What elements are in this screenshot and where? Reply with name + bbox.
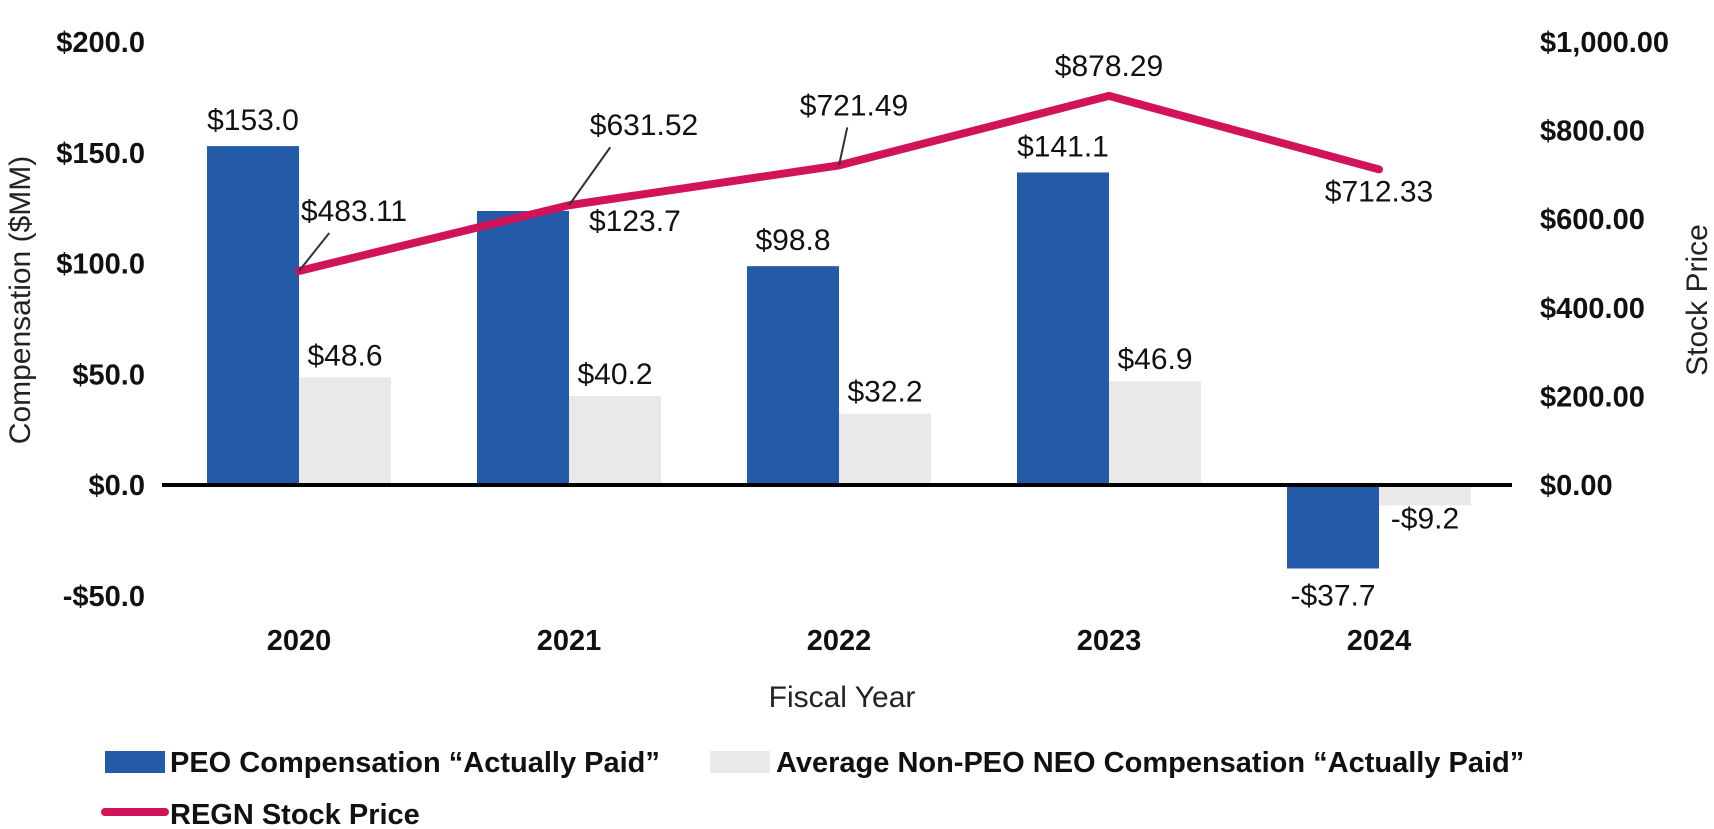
- left-axis-tick-label: $100.0: [56, 249, 145, 281]
- peo-compensation-bar: [1017, 172, 1109, 485]
- stock-label-leader-line: [568, 146, 612, 206]
- neo-data-label: $40.2: [577, 358, 652, 391]
- stock-price-data-label: $483.11: [301, 195, 407, 228]
- peo-data-label: $141.1: [1017, 130, 1109, 163]
- right-axis-title: Stock Price: [1681, 224, 1714, 376]
- legend-label-neo: Average Non-PEO NEO Compensation “Actual…: [776, 747, 1524, 779]
- peo-compensation-bar: [1287, 485, 1379, 569]
- peo-data-label: $123.7: [589, 205, 681, 238]
- legend-swatch-neo: [710, 751, 770, 773]
- peo-compensation-bar: [207, 146, 299, 486]
- peo-data-label: -$37.7: [1290, 580, 1375, 613]
- right-axis-tick-label: $0.00: [1540, 470, 1613, 502]
- stock-label-leader-line: [298, 232, 331, 272]
- left-axis-tick-label: $150.0: [56, 138, 145, 170]
- peo-compensation-bar: [477, 211, 569, 485]
- right-axis-tick-label: $200.00: [1540, 381, 1645, 413]
- neo-data-label: -$9.2: [1391, 502, 1459, 535]
- right-axis-tick-label: $600.00: [1540, 204, 1645, 236]
- legend-label-stock: REGN Stock Price: [170, 799, 420, 829]
- neo-data-label: $48.6: [307, 339, 382, 372]
- neo-data-label: $32.2: [847, 376, 922, 409]
- stock-price-data-label: $878.29: [1055, 50, 1163, 83]
- stock-label-leader-line: [838, 127, 849, 166]
- left-axis-tick-label: $0.0: [89, 470, 145, 502]
- peo-data-label: $98.8: [755, 224, 830, 257]
- peo-compensation-bar: [747, 266, 839, 485]
- left-axis-tick-label: $200.0: [56, 27, 145, 59]
- neo-compensation-bar: [839, 413, 931, 485]
- x-axis-tick-label: 2021: [537, 625, 602, 657]
- stock-price-data-label: $712.33: [1325, 175, 1433, 208]
- neo-compensation-bar: [569, 395, 661, 485]
- left-axis-title: Compensation ($MM): [4, 156, 37, 444]
- legend-swatch-peo: [105, 751, 165, 773]
- right-axis-tick-label: $1,000.00: [1540, 27, 1669, 59]
- x-axis-tick-label: 2020: [267, 625, 332, 657]
- neo-data-label: $46.9: [1117, 343, 1192, 376]
- stock-price-data-label: $721.49: [800, 89, 908, 122]
- left-axis-tick-label: $50.0: [72, 359, 145, 391]
- left-axis-tick-label: -$50.0: [63, 581, 145, 613]
- right-axis-tick-label: $400.00: [1540, 293, 1645, 325]
- neo-compensation-bar: [1109, 381, 1201, 485]
- x-axis-tick-label: 2024: [1347, 625, 1412, 657]
- right-axis-tick-label: $800.00: [1540, 116, 1645, 148]
- x-axis-tick-label: 2023: [1077, 625, 1142, 657]
- neo-compensation-bar: [1379, 485, 1471, 506]
- x-axis-title: Fiscal Year: [769, 681, 916, 714]
- peo-data-label: $153.0: [207, 104, 299, 137]
- stock-price-data-label: $631.52: [590, 109, 698, 142]
- legend-label-peo: PEO Compensation “Actually Paid”: [170, 747, 660, 779]
- x-axis-tick-label: 2022: [807, 625, 872, 657]
- neo-compensation-bar: [299, 377, 391, 485]
